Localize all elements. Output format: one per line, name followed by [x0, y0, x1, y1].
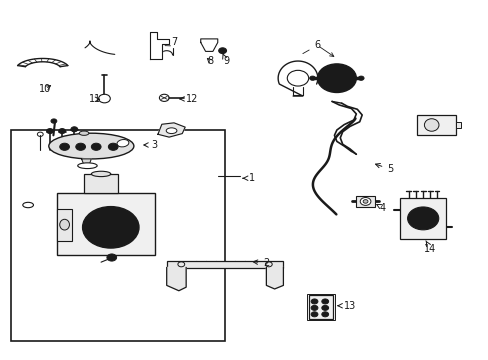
Circle shape	[317, 64, 356, 93]
Circle shape	[108, 143, 118, 150]
Circle shape	[76, 143, 85, 150]
Text: 7: 7	[165, 37, 177, 47]
Text: 8: 8	[207, 57, 213, 66]
Ellipse shape	[424, 119, 438, 131]
Ellipse shape	[79, 131, 89, 135]
Circle shape	[51, 119, 57, 123]
Polygon shape	[149, 32, 169, 59]
Circle shape	[71, 127, 78, 132]
Circle shape	[101, 220, 120, 234]
Text: 12: 12	[180, 94, 198, 104]
Circle shape	[358, 76, 364, 80]
Ellipse shape	[60, 219, 69, 230]
Text: 13: 13	[337, 301, 356, 311]
Text: 11: 11	[88, 94, 101, 104]
Ellipse shape	[360, 198, 370, 205]
Circle shape	[321, 299, 328, 304]
Polygon shape	[201, 39, 217, 51]
Circle shape	[60, 143, 69, 150]
Text: 3: 3	[143, 140, 157, 150]
Ellipse shape	[117, 140, 129, 147]
Circle shape	[59, 129, 65, 134]
Bar	[416, 114, 455, 135]
Bar	[306, 294, 334, 320]
Circle shape	[310, 305, 317, 310]
Circle shape	[220, 49, 224, 53]
Text: 10: 10	[39, 84, 51, 94]
Circle shape	[107, 254, 116, 261]
Circle shape	[91, 213, 130, 242]
Polygon shape	[158, 123, 185, 137]
Bar	[308, 296, 332, 319]
Circle shape	[407, 207, 438, 230]
Ellipse shape	[363, 200, 367, 203]
Circle shape	[82, 207, 139, 248]
Text: 14: 14	[423, 241, 435, 253]
Text: 4: 4	[376, 203, 386, 213]
Ellipse shape	[23, 202, 33, 208]
Bar	[11, 130, 224, 341]
Circle shape	[323, 68, 350, 88]
Ellipse shape	[166, 128, 177, 134]
Bar	[57, 193, 154, 255]
Bar	[57, 208, 72, 241]
Text: 1: 1	[243, 173, 254, 183]
Bar	[166, 261, 283, 267]
Ellipse shape	[78, 163, 97, 168]
Ellipse shape	[91, 171, 111, 177]
Polygon shape	[81, 159, 91, 164]
Circle shape	[321, 305, 328, 310]
Ellipse shape	[49, 133, 134, 159]
Circle shape	[414, 212, 431, 225]
Circle shape	[91, 143, 101, 150]
Polygon shape	[166, 267, 186, 291]
Text: 6: 6	[302, 40, 320, 54]
Text: 9: 9	[222, 54, 228, 66]
Bar	[356, 196, 374, 207]
Circle shape	[310, 312, 317, 317]
Bar	[84, 174, 118, 193]
Circle shape	[309, 76, 315, 80]
Text: 2: 2	[253, 258, 269, 268]
Circle shape	[321, 312, 328, 317]
Polygon shape	[266, 267, 283, 289]
Bar	[399, 198, 446, 239]
Text: 5: 5	[375, 163, 393, 174]
Text: 15: 15	[432, 118, 444, 129]
Circle shape	[46, 129, 53, 134]
Bar	[455, 122, 460, 128]
Circle shape	[218, 48, 226, 54]
Circle shape	[310, 299, 317, 304]
Circle shape	[331, 75, 341, 82]
